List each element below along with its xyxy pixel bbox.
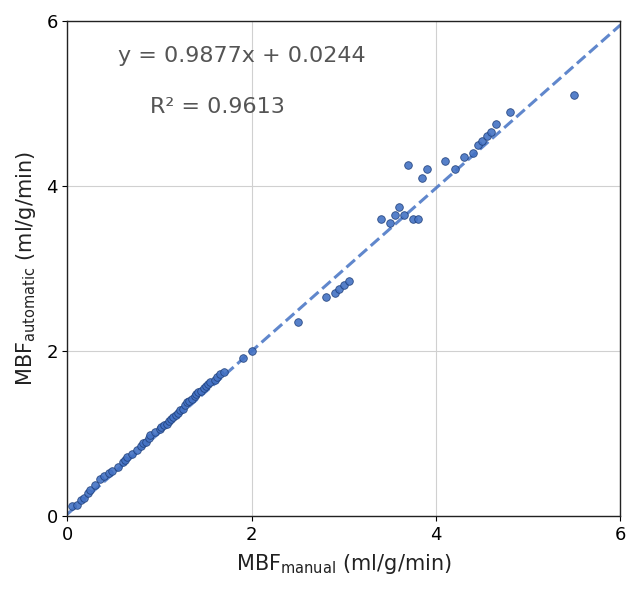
Point (491, 119, 501, 129)
Point (196, 386, 206, 395)
Point (159, 421, 170, 430)
Point (385, 218, 395, 228)
Point (164, 417, 174, 426)
Point (408, 214, 418, 224)
Point (246, 346, 257, 356)
Point (210, 375, 220, 385)
Point (440, 156, 451, 166)
Point (237, 353, 248, 362)
Point (136, 441, 147, 451)
Y-axis label: MBF$_\mathregular{automatic}$ (ml/g/min): MBF$_\mathregular{automatic}$ (ml/g/min) (14, 151, 38, 386)
Text: R² = 0.9613: R² = 0.9613 (150, 97, 285, 117)
Point (113, 462, 124, 471)
Point (390, 210, 400, 219)
Point (334, 284, 344, 294)
Point (212, 373, 222, 382)
Point (67, 502, 77, 511)
Point (177, 404, 188, 414)
Point (99, 472, 109, 481)
Point (143, 433, 154, 442)
Text: y = 0.9877x + 0.0244: y = 0.9877x + 0.0244 (118, 45, 365, 65)
Point (486, 127, 497, 137)
Point (154, 425, 164, 434)
Point (403, 160, 413, 170)
Point (182, 398, 193, 407)
Point (150, 427, 160, 437)
Point (141, 437, 151, 447)
Point (449, 165, 460, 174)
Point (90, 480, 100, 490)
Point (219, 367, 229, 376)
X-axis label: MBF$_\mathregular{manual}$ (ml/g/min): MBF$_\mathregular{manual}$ (ml/g/min) (236, 552, 452, 576)
Point (122, 452, 132, 461)
Point (214, 369, 225, 379)
Point (107, 466, 117, 476)
Point (199, 384, 209, 393)
Point (85, 485, 95, 494)
Point (292, 317, 303, 327)
Point (477, 136, 487, 145)
Point (156, 422, 166, 432)
Point (184, 396, 194, 405)
Point (83, 489, 93, 498)
Point (205, 378, 216, 387)
Point (118, 458, 128, 467)
Point (175, 406, 185, 415)
Point (422, 165, 432, 174)
Point (569, 90, 579, 100)
Point (339, 280, 349, 290)
Point (344, 276, 354, 286)
Point (131, 445, 141, 455)
Point (120, 455, 130, 465)
Point (189, 392, 200, 401)
Point (330, 289, 340, 298)
Point (72, 500, 82, 509)
Point (193, 388, 204, 397)
Point (321, 293, 331, 302)
Point (95, 474, 105, 484)
Point (413, 214, 423, 224)
Point (171, 411, 181, 420)
Point (162, 419, 172, 428)
Point (459, 152, 469, 162)
Point (168, 412, 179, 422)
Point (166, 414, 176, 424)
Point (376, 214, 386, 224)
Point (394, 202, 404, 211)
Point (505, 107, 515, 116)
Point (417, 173, 428, 182)
Point (145, 431, 156, 440)
Point (482, 132, 492, 141)
Point (191, 389, 202, 399)
Point (472, 140, 483, 149)
Point (173, 408, 183, 418)
Point (180, 400, 191, 409)
Point (76, 495, 86, 504)
Point (187, 394, 197, 404)
Point (104, 468, 114, 478)
Point (127, 450, 137, 459)
Point (79, 493, 89, 503)
Point (468, 148, 478, 158)
Point (138, 439, 148, 448)
Point (200, 381, 211, 391)
Point (202, 379, 212, 389)
Point (399, 210, 409, 219)
